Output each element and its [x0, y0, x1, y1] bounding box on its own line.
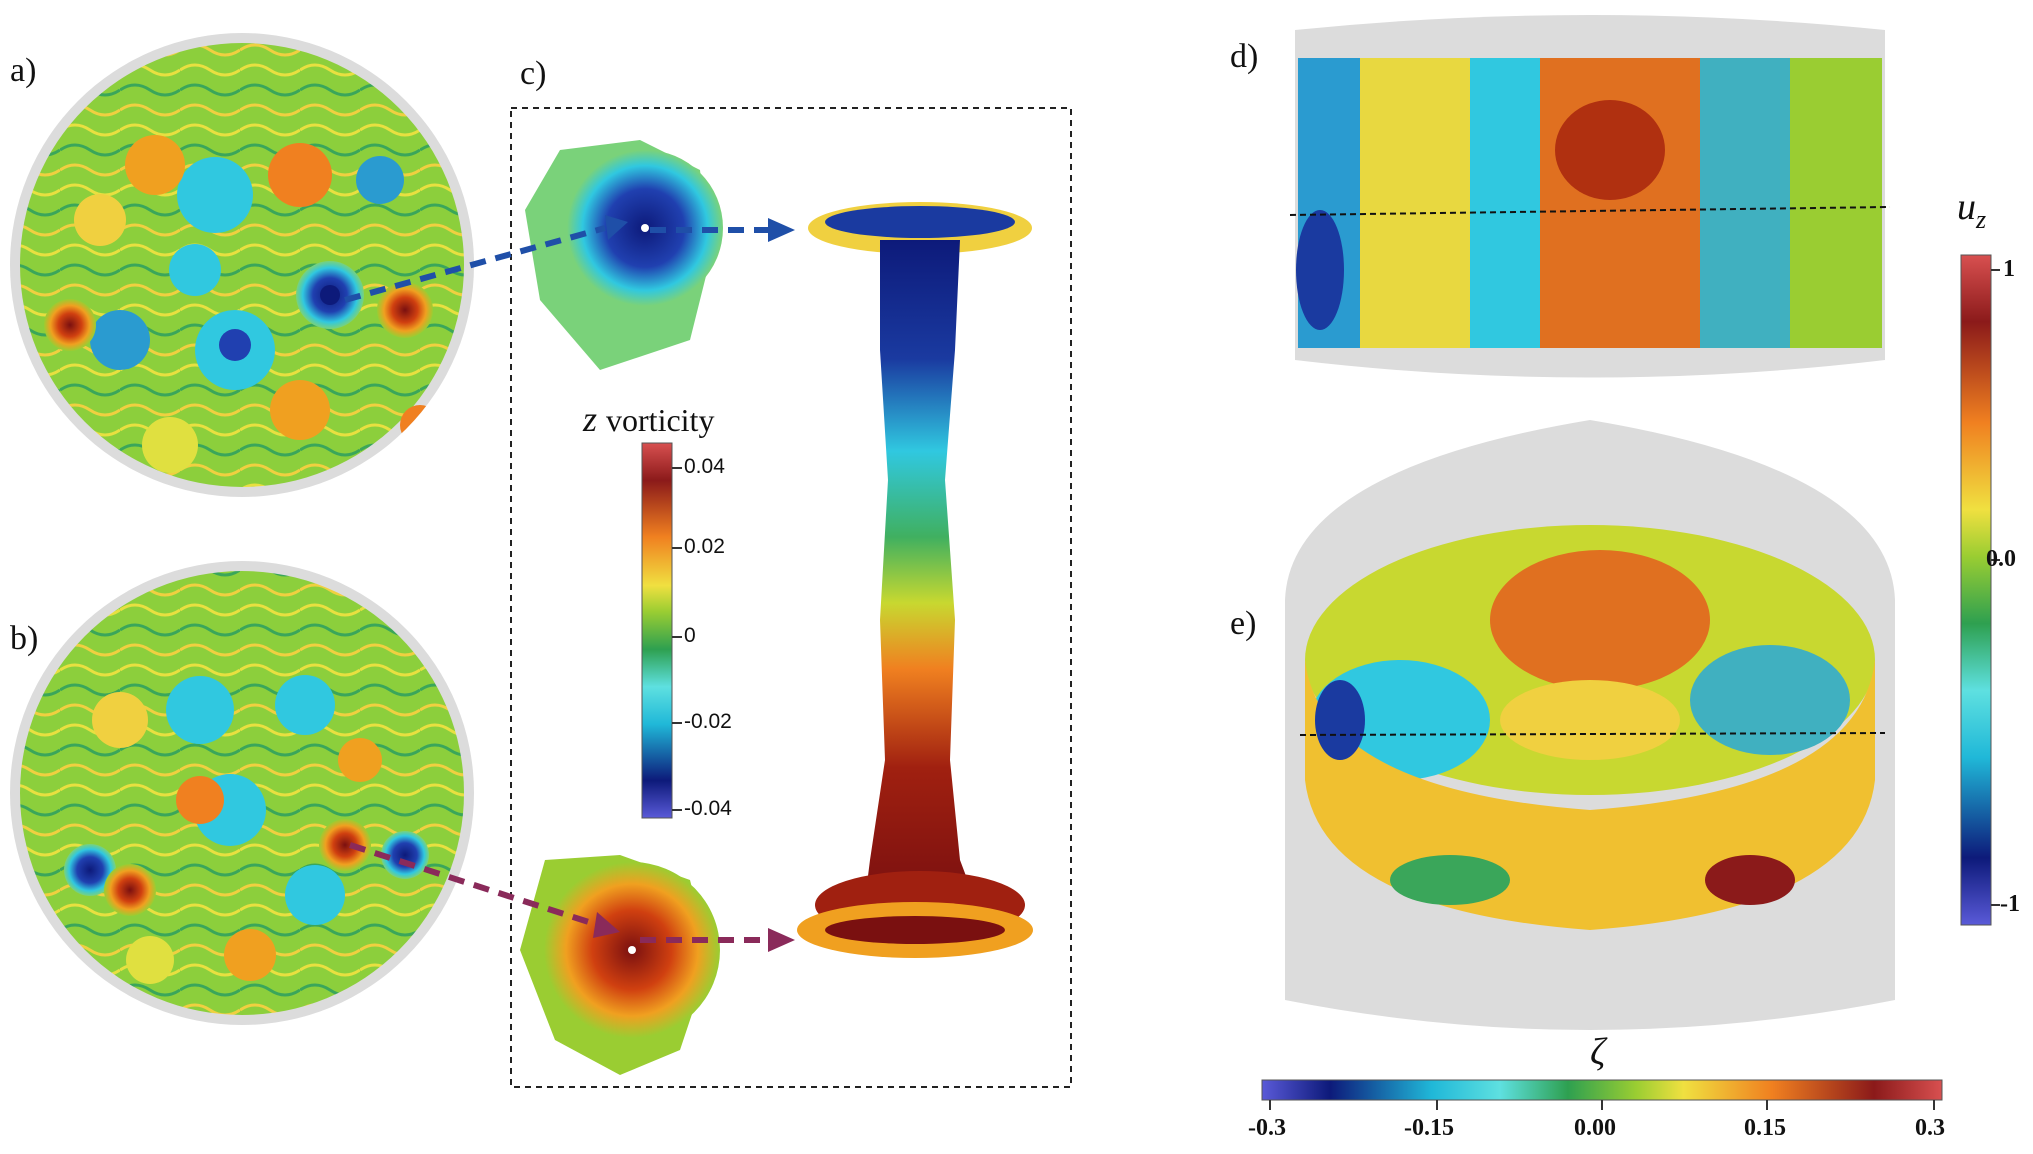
uz-tick-1: 0.0: [1986, 546, 2016, 572]
panel-label-a: a): [10, 52, 37, 89]
zeta-tick-3: 0.15: [1744, 1115, 1786, 1141]
panel-label-b: b): [10, 620, 39, 657]
vorticity-tick-4: -0.04: [684, 797, 732, 820]
purple-arrow-b-to-c: [349, 842, 620, 938]
vorticity-tick-0: 0.04: [684, 455, 725, 478]
uz-colorbar: [1960, 254, 1992, 926]
uz-tick-0: 1: [2003, 256, 2015, 282]
panel-c-red-vortex-section: [520, 855, 720, 1075]
blue-arrow-a-to-c: [344, 215, 628, 303]
panel-a-flow-disk: [10, 33, 474, 497]
zeta-colorbar-ticks: [1269, 1100, 1935, 1110]
panel-b-flow-disk: [10, 561, 474, 1025]
vorticity-colorbar: [641, 442, 673, 819]
panel-d-cylinder-side: [1289, 15, 1891, 378]
uz-tick-2: -1: [2000, 891, 2020, 917]
panel-label-d: d): [1230, 38, 1259, 75]
zeta-tick-1: -0.15: [1404, 1115, 1454, 1141]
vorticity-colorbar-title: z vorticity: [583, 398, 714, 440]
panel-c-blue-vortex-section: [525, 140, 723, 370]
vorticity-symbol: z: [583, 399, 598, 439]
vorticity-tick-2: 0: [684, 624, 696, 647]
uz-colorbar-ticks: [1991, 269, 2000, 906]
zeta-tick-0: -0.3: [1248, 1115, 1286, 1141]
purple-arrow-c-section-to-column: [640, 928, 795, 952]
panel-c-vortex-column: [797, 202, 1033, 958]
zeta-colorbar: [1261, 1079, 1943, 1101]
blue-arrow-c-section-to-column: [650, 218, 795, 242]
panel-e-cylinder-perspective: [1285, 420, 1895, 1030]
panel-label-c: c): [520, 55, 547, 92]
vorticity-word: vorticity: [606, 402, 715, 438]
panel-c-frame: [510, 107, 1072, 1088]
zeta-colorbar-title: ζ: [1590, 1030, 1605, 1074]
zeta-tick-4: 0.3: [1915, 1115, 1945, 1141]
zeta-tick-2: 0.00: [1574, 1115, 1616, 1141]
vorticity-colorbar-ticks: [672, 467, 682, 811]
vorticity-tick-3: -0.02: [684, 710, 732, 733]
zeta-symbol: ζ: [1590, 1031, 1606, 1073]
panel-label-e: e): [1230, 605, 1257, 642]
uz-colorbar-title: uz: [1957, 185, 1986, 236]
vorticity-tick-1: 0.02: [684, 535, 725, 558]
uz-subscript: z: [1976, 204, 1987, 234]
uz-symbol: u: [1957, 186, 1976, 228]
